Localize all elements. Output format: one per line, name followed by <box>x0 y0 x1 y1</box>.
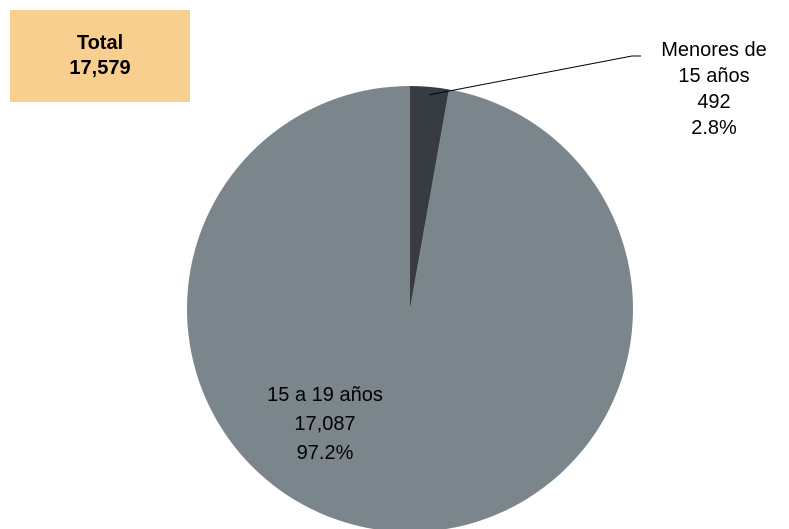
slice-label-15a19-2: 97.2% <box>297 442 354 464</box>
pie-slice-0 <box>410 86 450 309</box>
leader-line-menores <box>428 55 633 96</box>
total-box: Total 17,579 <box>10 10 190 102</box>
slice-label-15a19-1: 17,087 <box>294 413 355 435</box>
slice-label-menores-3: 2.8% <box>691 117 737 139</box>
pie-slices <box>187 86 633 529</box>
slice-label-menores-2: 492 <box>697 91 730 113</box>
slice-label-menores-0: Menores de <box>661 39 767 61</box>
pie-slice-1 <box>187 86 633 529</box>
slice-label-menores-1: 15 años <box>678 65 749 87</box>
pie-labels: Menores de 15 años 492 2.8% 15 a 19 años 17,0… <box>267 39 767 464</box>
total-label: Total <box>76 32 124 54</box>
slice-label-15a19-0: 15 a 19 años <box>267 384 383 406</box>
total-value: 17,579 <box>69 57 131 79</box>
